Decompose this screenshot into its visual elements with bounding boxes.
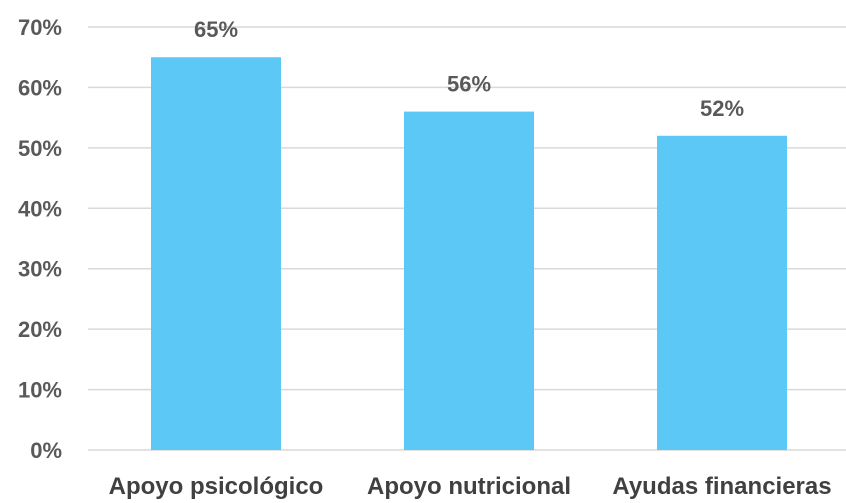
bar <box>657 135 787 450</box>
y-tick-label: 70% <box>18 15 62 40</box>
y-axis-tick-labels: 0% 10% 20% 30% 40% 50% 60% 70% <box>18 15 62 463</box>
x-tick-label: Ayudas financieras <box>612 473 831 500</box>
y-tick-label: 0% <box>30 438 62 463</box>
y-tick-label: 50% <box>18 136 62 161</box>
bars <box>151 57 787 450</box>
data-label: 56% <box>447 72 491 97</box>
y-tick-label: 40% <box>18 196 62 221</box>
x-tick-label: Apoyo nutricional <box>367 473 571 500</box>
data-labels: 65% 56% 52% <box>194 17 744 121</box>
y-tick-label: 60% <box>18 75 62 100</box>
y-tick-label: 30% <box>18 257 62 282</box>
x-axis-tick-labels: Apoyo psicológico Apoyo nutricional Ayudas… <box>109 473 832 500</box>
data-label: 52% <box>700 96 744 121</box>
y-tick-label: 20% <box>18 317 62 342</box>
y-tick-label: 10% <box>18 378 62 403</box>
x-tick-label: Apoyo psicológico <box>109 473 324 500</box>
bar <box>151 57 281 450</box>
data-label: 65% <box>194 17 238 42</box>
bar <box>404 111 534 450</box>
